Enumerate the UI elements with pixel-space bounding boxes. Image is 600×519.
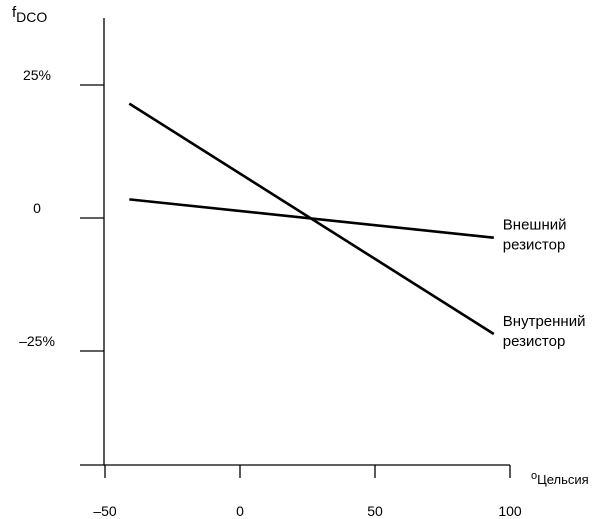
series-label-line: Внешний [503, 217, 567, 234]
series-line [128, 102, 495, 336]
series-label-line: Внутренний [503, 313, 586, 330]
series-group: Внешний резистор Внутренний резистор [128, 102, 586, 350]
axes [80, 18, 510, 466]
degree-symbol: o [531, 470, 537, 482]
y-tick-label: 25% [23, 67, 51, 83]
y-axis-title-main: f [12, 4, 17, 21]
x-tick-label: 50 [367, 503, 383, 519]
y-axis-title-subscript: DCO [16, 9, 47, 25]
y-axis-title: fDCO [12, 4, 47, 25]
series-label-line: резистор [503, 237, 566, 254]
x-tick-label: 100 [498, 503, 522, 519]
x-tick-label: 0 [236, 503, 244, 519]
y-tick-label: 0 [33, 200, 41, 216]
y-tick-label: –25% [19, 333, 55, 349]
series-label: Внутренний резистор [503, 313, 586, 350]
x-axis-title-unit: Цельсия [537, 472, 589, 487]
series-label: Внешний резистор [503, 217, 567, 254]
y-ticks: 25% 0 –25% [19, 67, 104, 352]
series-label-line: резистор [503, 333, 566, 350]
x-axis-title: oЦельсия [531, 470, 589, 487]
x-ticks: –50 0 50 100 [93, 465, 522, 519]
x-tick-label: –50 [93, 503, 117, 519]
